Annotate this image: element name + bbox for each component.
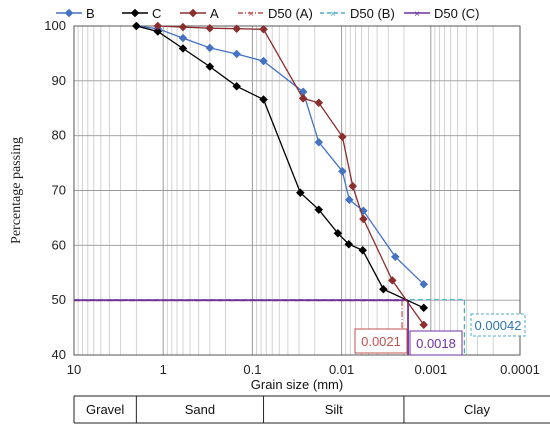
legend-label: B xyxy=(86,6,95,21)
annotation-box xyxy=(470,313,526,337)
legend-marker xyxy=(130,8,140,18)
data-point xyxy=(205,62,215,71)
series-line xyxy=(157,25,425,326)
class-label-gravel: Gravel xyxy=(86,402,124,417)
y-tick-label: 90 xyxy=(52,73,66,88)
data-point xyxy=(333,228,343,238)
d50-annotations: 0.0021 0.0018 0.00042 xyxy=(354,313,526,356)
data-point xyxy=(314,98,324,108)
series-line xyxy=(136,25,424,309)
d50-reference-lines xyxy=(74,299,466,355)
y-tick-label: 40 xyxy=(52,347,66,362)
class-label-clay: Clay xyxy=(464,402,491,417)
data-point xyxy=(232,49,242,59)
legend-item-c: C xyxy=(122,6,161,21)
legend-item-a: A xyxy=(180,6,219,21)
class-label-sand: Sand xyxy=(185,402,215,417)
legend-item-b: B xyxy=(56,6,95,21)
data-point xyxy=(232,24,242,34)
data-point xyxy=(298,94,308,103)
axis-tick-labels: 10 1 0.1 0.01 0.001 0.0001 40 50 60 70 80 90 100 xyxy=(44,18,540,377)
data-point xyxy=(259,24,268,34)
soil-class-bar: Gravel Sand Silt Clay xyxy=(73,395,550,424)
annotation-box xyxy=(354,328,408,354)
data-point xyxy=(338,166,347,176)
x-tick-label: 1 xyxy=(160,362,167,377)
class-label-silt: Silt xyxy=(325,402,343,417)
legend-label: C xyxy=(152,6,161,21)
data-point xyxy=(379,284,388,294)
y-axis-label: Percentage passing xyxy=(9,137,24,244)
annotation-0.0021: 0.0021 xyxy=(354,328,408,354)
y-tick-label: 50 xyxy=(52,292,66,307)
y-tick-label: 70 xyxy=(52,183,66,198)
legend-item-d50-b-: × D50 (B) xyxy=(320,6,395,21)
data-point xyxy=(314,137,324,147)
data-point xyxy=(259,56,268,66)
data-point xyxy=(178,33,188,43)
legend-label: D50 (B) xyxy=(350,6,395,21)
y-tick-label: 80 xyxy=(52,128,66,143)
data-point xyxy=(387,276,397,285)
data-point xyxy=(296,188,305,198)
legend-marker xyxy=(64,8,74,18)
x-tick-label: 0.1 xyxy=(243,362,261,377)
annotation-label: 0.0021 xyxy=(361,334,401,349)
data-point xyxy=(344,239,354,249)
plot-frame xyxy=(73,25,521,356)
x-tick-label: 10 xyxy=(67,362,81,377)
data-point xyxy=(338,132,347,142)
series-lines xyxy=(131,21,429,330)
data-point xyxy=(419,320,429,330)
data-point xyxy=(259,95,268,104)
data-point xyxy=(419,303,429,313)
x-tick-label: 0.001 xyxy=(415,362,448,377)
legend-marker: × xyxy=(414,9,420,20)
series-c xyxy=(131,21,429,313)
data-point xyxy=(153,27,163,36)
legend-item-d50-c-: × D50 (C) xyxy=(404,6,480,21)
data-point xyxy=(178,44,188,53)
data-point xyxy=(344,195,354,205)
annotation-box xyxy=(409,330,463,356)
legend-label: A xyxy=(210,6,219,21)
legend-label: D50 (A) xyxy=(268,6,313,21)
x-tick-label: 0.01 xyxy=(329,362,354,377)
legend-label: D50 (C) xyxy=(434,6,480,21)
series-a xyxy=(153,21,429,330)
annotation-0.00042: 0.00042 xyxy=(470,313,526,337)
legend-marker: × xyxy=(248,9,254,20)
data-point xyxy=(232,81,242,91)
annotation-label: 0.0018 xyxy=(416,336,456,351)
x-tick-label: 0.0001 xyxy=(500,362,540,377)
data-point xyxy=(205,43,215,53)
data-point xyxy=(390,252,400,262)
legend-item-d50-a-: × D50 (A) xyxy=(238,6,313,21)
data-point xyxy=(178,22,188,32)
data-point xyxy=(153,21,163,31)
data-point xyxy=(358,245,368,255)
data-point xyxy=(131,21,141,31)
legend: B C A × D50 (A) × D50 (B) × D50 (C) xyxy=(56,6,480,21)
y-tick-label: 100 xyxy=(44,18,66,33)
data-point xyxy=(359,214,368,224)
legend-marker xyxy=(188,8,198,18)
legend-marker: × xyxy=(330,9,336,20)
grid-lines xyxy=(74,25,521,356)
data-point xyxy=(348,181,358,191)
annotation-0.0018: 0.0018 xyxy=(409,330,463,356)
x-axis-label: Grain size (mm) xyxy=(251,377,343,392)
data-point xyxy=(419,279,429,289)
data-point xyxy=(314,205,324,215)
data-point xyxy=(205,23,215,33)
y-tick-label: 60 xyxy=(52,237,66,252)
annotation-label: 0.00042 xyxy=(475,318,522,333)
